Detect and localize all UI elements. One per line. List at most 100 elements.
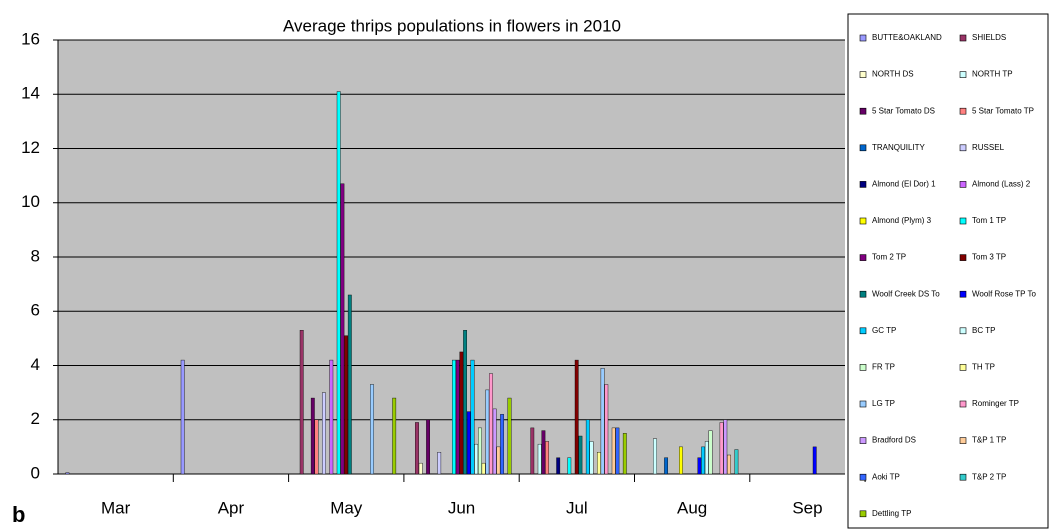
legend-swatch — [859, 34, 867, 42]
legend-swatch — [959, 71, 967, 78]
bar — [530, 427, 535, 475]
bar — [492, 408, 497, 475]
legend-label: TRANQUILITY — [872, 143, 926, 152]
bar — [708, 430, 713, 475]
bar — [604, 384, 609, 475]
legend-label: NORTH DS — [872, 70, 914, 79]
legend-swatch — [959, 364, 967, 371]
legend-label: 5 Star Tomato TP — [972, 106, 1034, 115]
bar — [474, 443, 479, 475]
bar — [314, 419, 319, 475]
legend-label: T&P 2 TP — [972, 472, 1006, 481]
legend-swatch — [859, 71, 867, 78]
chart-title: Average thrips populations in flowers in… — [283, 16, 621, 35]
bar — [615, 427, 620, 475]
bar — [664, 457, 669, 475]
panel-label: b — [12, 502, 25, 527]
bar — [679, 446, 683, 475]
bar — [459, 351, 464, 475]
bar — [622, 433, 627, 475]
y-tick-label: 2 — [31, 409, 40, 428]
legend-swatch — [859, 364, 867, 371]
bar — [463, 330, 467, 475]
bar — [322, 392, 326, 475]
y-tick-label: 0 — [31, 463, 40, 482]
legend-label: TH TP — [972, 363, 995, 372]
legend-swatch — [959, 107, 967, 115]
bar — [485, 389, 490, 475]
legend-label: SHIELDS — [972, 33, 1006, 42]
bar — [336, 91, 341, 475]
legend-swatch — [959, 400, 967, 408]
legend-swatch — [859, 217, 867, 225]
bar — [329, 359, 334, 475]
bar — [653, 438, 657, 475]
bar — [578, 435, 583, 475]
legend-label: Almond (Lass) 2 — [972, 180, 1031, 189]
bar — [370, 384, 374, 475]
bar — [727, 454, 731, 475]
bar — [426, 419, 430, 475]
bar — [701, 446, 706, 475]
legend-swatch — [859, 144, 867, 152]
legend-label: Rominger TP — [972, 399, 1019, 408]
bar — [299, 330, 304, 475]
x-tick-label: Aug — [677, 498, 707, 517]
y-tick-label: 10 — [21, 192, 40, 211]
legend-label: Almond (El Dor) 1 — [872, 180, 936, 189]
bar — [597, 452, 601, 475]
x-tick-label: Apr — [218, 498, 245, 517]
bar — [507, 397, 512, 475]
y-tick-label: 16 — [21, 29, 40, 48]
bar — [415, 422, 419, 475]
bar — [541, 430, 546, 475]
bar — [812, 446, 817, 475]
bar — [478, 427, 482, 475]
legend-label: Tom 3 TP — [972, 253, 1006, 262]
x-tick-label: Jun — [448, 498, 475, 517]
bar — [589, 441, 594, 475]
legend-label: NORTH TP — [972, 70, 1013, 79]
legend-swatch — [859, 327, 867, 335]
legend-swatch — [959, 34, 967, 42]
legend-label: Almond (Plym) 3 — [872, 216, 932, 225]
bar — [500, 414, 504, 475]
y-tick-label: 12 — [21, 138, 40, 157]
bar — [455, 359, 460, 475]
y-tick-label: 4 — [31, 355, 40, 374]
bar — [611, 427, 616, 475]
legend-label: RUSSEL — [972, 143, 1005, 152]
legend-label: Woolf Rose TP To — [972, 289, 1036, 298]
legend-swatch — [959, 290, 967, 298]
legend-swatch — [859, 181, 867, 188]
bar — [585, 419, 590, 475]
bar — [600, 368, 605, 475]
legend-swatch — [959, 437, 967, 444]
y-tick-label: 8 — [31, 246, 40, 265]
y-tick-label: 6 — [31, 301, 40, 320]
legend-label: Tom 1 TP — [972, 216, 1006, 225]
legend-swatch — [959, 473, 967, 481]
bar — [466, 411, 471, 475]
bar — [418, 462, 423, 475]
bar — [437, 452, 442, 475]
legend-swatch — [959, 327, 967, 335]
legend-label: Tom 2 TP — [872, 253, 906, 262]
bar — [310, 397, 315, 475]
bar — [481, 462, 486, 475]
bar — [556, 457, 561, 475]
legend-label: LG TP — [872, 399, 895, 408]
bar — [704, 441, 709, 475]
legend-swatch — [859, 510, 867, 518]
x-tick-label: Jul — [566, 498, 588, 517]
legend-swatch — [959, 181, 967, 188]
x-tick-label: Mar — [101, 498, 131, 517]
bar — [180, 359, 185, 475]
legend-swatch — [859, 107, 867, 115]
bar — [719, 422, 724, 475]
bar — [537, 443, 542, 475]
legend-label: Dettling TP — [872, 509, 911, 518]
legend-label: Aoki TP — [872, 472, 900, 481]
legend-label: Woolf Creek DS To — [872, 289, 940, 298]
